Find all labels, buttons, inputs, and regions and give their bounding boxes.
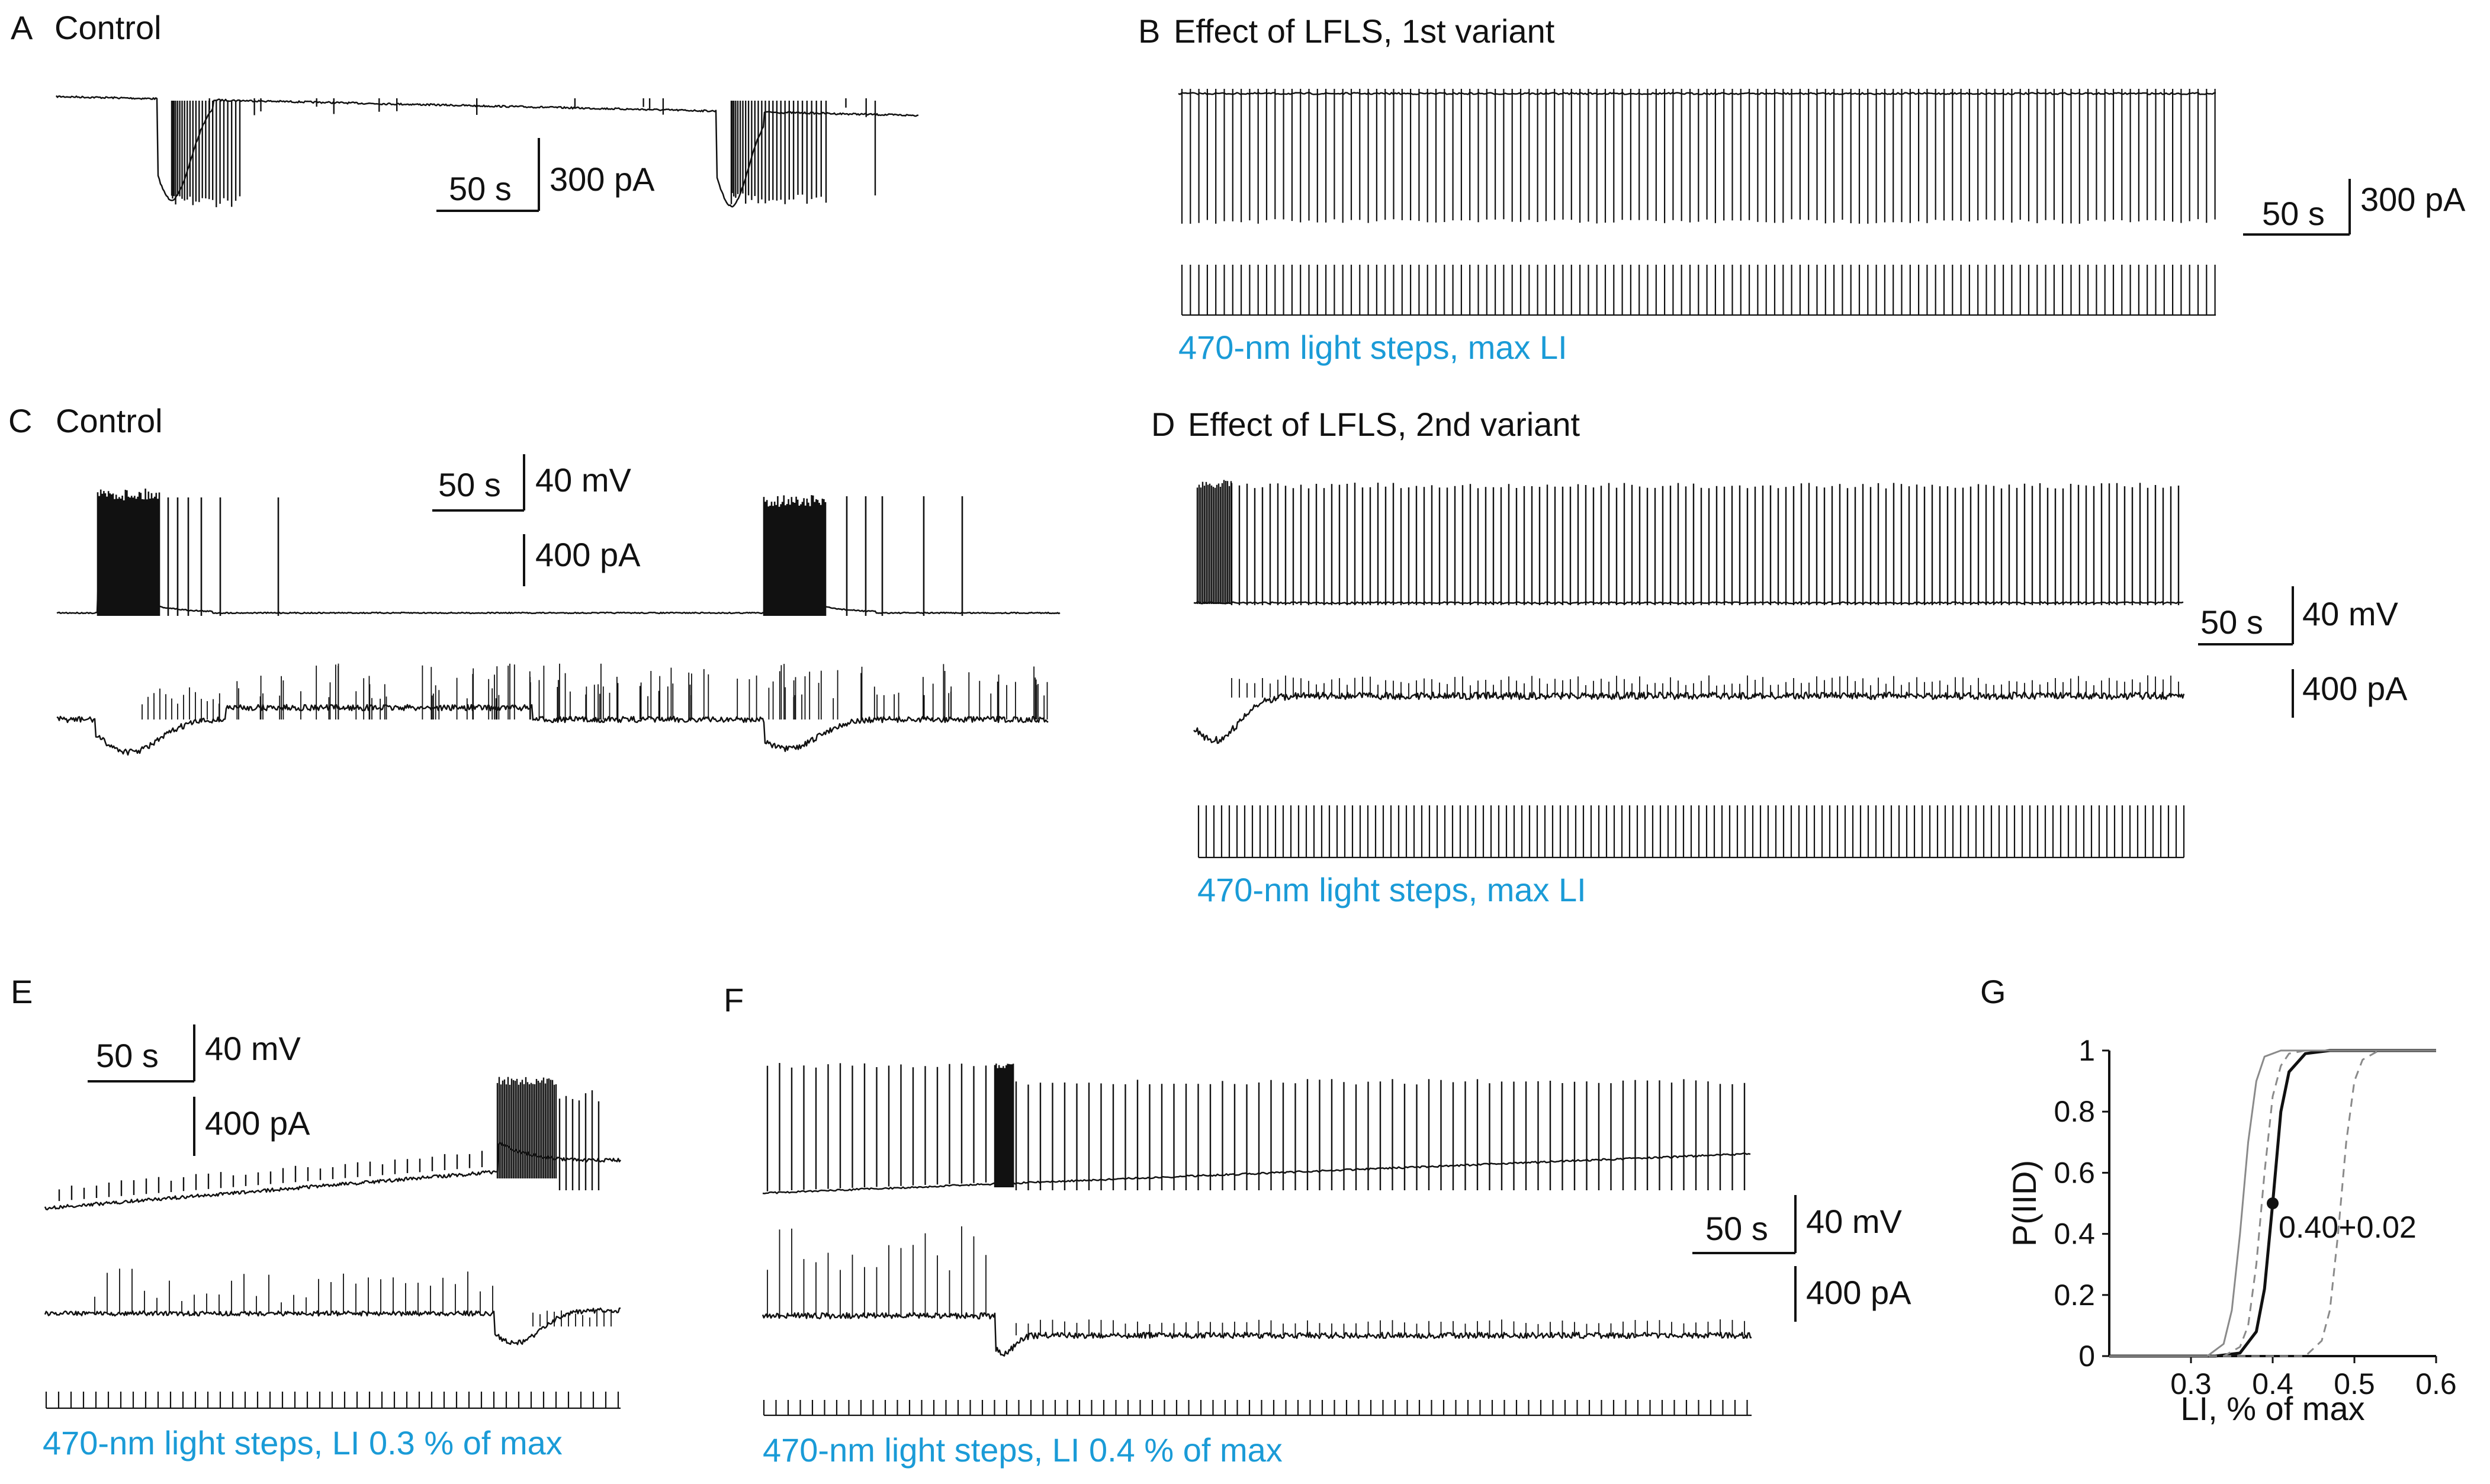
panel-c-voltage-trace xyxy=(56,489,1061,616)
panel-e-letter: E xyxy=(11,973,33,1010)
panel-g-letter: G xyxy=(1980,973,2006,1010)
panel-b-scale-amp: 300 pA xyxy=(2360,181,2466,218)
g-series-line-4 xyxy=(2109,1049,2436,1357)
g-xlabel: LI, % of max xyxy=(2180,1390,2364,1427)
panel-c-current-trace xyxy=(56,663,1049,756)
panel-d: D Effect of LFLS, 2nd variant 470-nm lig… xyxy=(1151,406,2408,908)
g-annotation-label: 0.40+0.02 xyxy=(2279,1210,2417,1245)
panel-e-scalebar: 50 s 40 mV 400 pA xyxy=(88,1024,310,1156)
g-xtick-label: 0.5 xyxy=(2334,1367,2375,1401)
panel-f-caption: 470-nm light steps, LI 0.4 % of max xyxy=(763,1431,1283,1469)
panel-e-scale-time: 50 s xyxy=(96,1037,159,1074)
panel-d-voltage-baseline xyxy=(1193,601,2184,605)
g-annotation-point xyxy=(2267,1197,2279,1209)
panel-d-voltage-trace xyxy=(1193,480,2184,605)
panel-g: G 0.3 0.4 0.5 0.6 0 0.2 0.4 0.6 0.8 1 0.40+0.02 L… xyxy=(1980,973,2457,1427)
g-ytick-label: 0.8 xyxy=(2054,1095,2095,1128)
panel-a: A Control 50 s 300 pA xyxy=(11,9,919,212)
panel-f-scale-amp: 400 pA xyxy=(1806,1274,1911,1311)
panel-f-voltage-trace xyxy=(762,1063,1751,1194)
panel-f-voltage-spikes xyxy=(766,1063,1746,1191)
panel-f-voltage-baseline xyxy=(762,1152,1751,1194)
g-xtick-label: 0.6 xyxy=(2415,1367,2457,1401)
g-ytick-label: 1 xyxy=(2078,1034,2095,1067)
panel-c-voltage-spikes xyxy=(97,489,963,616)
panel-e-voltage-spikes xyxy=(58,1077,600,1202)
g-ticks: 0.3 0.4 0.5 0.6 0 0.2 0.4 0.6 0.8 1 xyxy=(2054,1034,2456,1401)
panel-b-scale-time: 50 s xyxy=(2262,195,2325,232)
panel-a-burst-spikes xyxy=(171,98,876,207)
panel-a-title: Control xyxy=(54,9,162,46)
panel-d-scalebar: 50 s 40 mV 400 pA xyxy=(2198,586,2408,718)
g-xtick-label: 0.3 xyxy=(2170,1367,2212,1401)
panel-a-current-trace xyxy=(55,95,919,208)
panel-c: C Control 50 s 40 mV 400 pA xyxy=(8,402,1061,756)
light-step-ticks xyxy=(45,1392,621,1409)
panel-b-title: Effect of LFLS, 1st variant xyxy=(1174,12,1555,50)
panel-f-light-steps xyxy=(763,1400,1752,1416)
panel-c-current-baseline xyxy=(56,704,1049,756)
panel-b-caption: 470-nm light steps, max LI xyxy=(1178,329,1567,366)
panel-e-current-spikes xyxy=(94,1268,612,1326)
panel-b-light-steps xyxy=(1181,265,2216,316)
panel-a-scale-time: 50 s xyxy=(449,170,512,207)
panel-d-scale-time: 50 s xyxy=(2200,603,2263,641)
panel-c-current-spikes xyxy=(142,663,1048,719)
panel-d-scale-volt: 40 mV xyxy=(2302,595,2398,632)
g-ytick-label: 0.2 xyxy=(2054,1279,2095,1312)
g-ytick-label: 0.4 xyxy=(2054,1218,2095,1251)
panel-f-current-spikes xyxy=(767,1226,1745,1335)
panel-c-scale-amp: 400 pA xyxy=(535,536,641,573)
panel-d-light-steps xyxy=(1197,805,2185,859)
light-step-ticks xyxy=(1197,805,2185,859)
panel-a-scale-amp: 300 pA xyxy=(550,160,655,198)
panel-f-current-trace xyxy=(762,1226,1752,1357)
g-xtick-label: 0.4 xyxy=(2252,1367,2293,1401)
panel-b-oscillation-spikes xyxy=(1181,89,2216,224)
panel-e: E 470-nm light steps, LI 0.3 % of max 50… xyxy=(11,973,622,1461)
panel-c-scale-volt: 40 mV xyxy=(535,461,631,499)
panel-c-voltage-baseline xyxy=(56,577,1061,615)
panel-f-scalebar: 50 s 40 mV 400 pA xyxy=(1692,1195,1911,1322)
panel-d-voltage-spikes xyxy=(1196,480,2180,605)
panel-f-letter: F xyxy=(724,981,744,1019)
panel-a-letter: A xyxy=(11,9,33,46)
panel-d-current-trace xyxy=(1193,675,2185,744)
panel-f: F 470-nm light steps, LI 0.4 % of max 50… xyxy=(724,981,1911,1469)
panel-c-scalebar: 50 s 40 mV 400 pA xyxy=(432,454,641,586)
light-step-ticks xyxy=(1181,265,2216,316)
g-ylabel: P(IID) xyxy=(2006,1160,2043,1247)
g-ytick-label: 0.6 xyxy=(2054,1156,2095,1189)
panel-c-scale-time: 50 s xyxy=(438,466,501,503)
panel-b-scalebar: 50 s 300 pA xyxy=(2243,179,2466,236)
panel-f-scale-volt: 40 mV xyxy=(1806,1203,1902,1240)
panel-d-current-baseline xyxy=(1193,691,2185,744)
panel-e-current-trace xyxy=(44,1268,621,1345)
panel-b: B Effect of LFLS, 1st variant 470-nm lig… xyxy=(1138,12,2466,366)
panel-e-voltage-trace xyxy=(44,1077,622,1210)
panel-d-letter: D xyxy=(1151,406,1175,443)
panel-d-scale-amp: 400 pA xyxy=(2302,670,2408,707)
panel-d-caption: 470-nm light steps, max LI xyxy=(1197,871,1586,908)
panel-f-current-baseline xyxy=(762,1312,1752,1357)
g-ytick-label: 0 xyxy=(2078,1340,2095,1373)
light-step-ticks xyxy=(763,1400,1752,1416)
g-series-line-2 xyxy=(2109,1049,2436,1357)
panel-e-scale-amp: 400 pA xyxy=(205,1104,310,1142)
panel-e-caption: 470-nm light steps, LI 0.3 % of max xyxy=(43,1424,563,1461)
panel-b-letter: B xyxy=(1138,12,1160,50)
panel-e-current-baseline xyxy=(44,1307,621,1345)
panel-c-title: Control xyxy=(56,402,163,439)
panel-a-scalebar: 50 s 300 pA xyxy=(436,138,655,212)
panel-b-current-trace xyxy=(1178,89,2216,224)
panel-a-baseline xyxy=(55,95,919,208)
panel-g-chart: 0.3 0.4 0.5 0.6 0 0.2 0.4 0.6 0.8 1 0.40+0.02 LI,… xyxy=(2006,1034,2457,1427)
panel-c-letter: C xyxy=(8,402,32,439)
panel-e-scale-volt: 40 mV xyxy=(205,1030,301,1067)
panel-d-title: Effect of LFLS, 2nd variant xyxy=(1188,406,1580,443)
panel-d-current-spikes xyxy=(1231,675,2179,698)
panel-e-light-steps xyxy=(45,1392,621,1409)
panel-f-scale-time: 50 s xyxy=(1705,1210,1768,1247)
